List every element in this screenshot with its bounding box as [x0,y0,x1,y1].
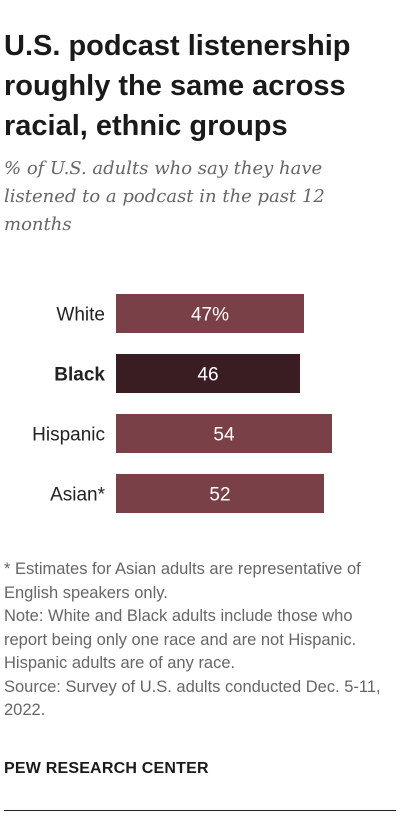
bar-hispanic [116,414,332,453]
asterisk-footnote: * Estimates for Asian adults are represe… [4,560,361,602]
organization-name: PEW RESEARCH CENTER [4,760,209,777]
chart-subtitle: % of U.S. adults who say they have liste… [4,158,325,235]
category-label-hispanic: Hispanic [32,425,105,446]
category-label-white: White [56,305,105,326]
category-label-asian: Asian* [50,485,106,506]
bar-chart-svg: White 47% Black 46 Hispanic 54 Asian* 52 [32,294,332,513]
value-label-white: 47% [191,305,229,326]
bar-black [116,354,300,393]
category-label-black: Black [54,365,105,386]
source-text: Source: Survey of U.S. adults conducted … [4,677,381,720]
note-text: Note: White and Black adults include tho… [4,607,357,672]
bar-chart: White 47% Black 46 Hispanic 54 Asian* 52 [0,280,400,530]
value-label-black: 46 [197,365,218,386]
value-label-asian: 52 [209,485,230,506]
bar-white [116,294,304,333]
footnotes: * Estimates for Asian adults are represe… [4,558,396,723]
value-label-hispanic: 54 [213,425,235,446]
chart-title: U.S. podcast listenership roughly the sa… [4,30,351,142]
bottom-divider [4,810,396,811]
bar-asian [116,474,324,513]
